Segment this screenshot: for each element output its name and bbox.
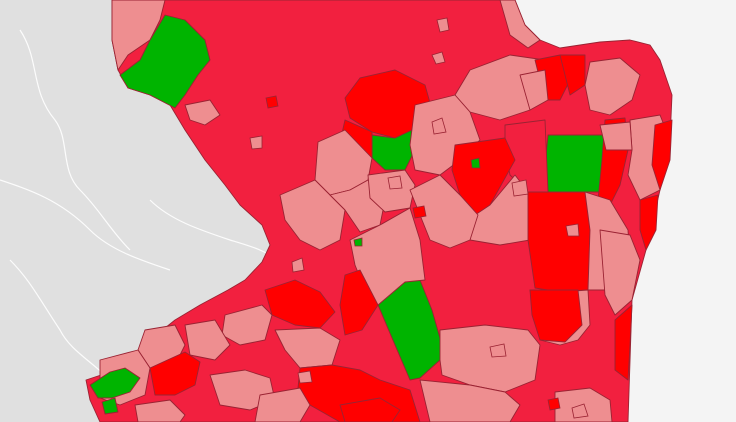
municipality-region-light-red[interactable] — [419, 379, 521, 422]
enclave-region-light-red[interactable] — [431, 117, 447, 135]
enclave-region-light-red[interactable] — [431, 51, 446, 65]
river-line — [0, 179, 171, 271]
enclave-region-light-red[interactable] — [571, 403, 589, 419]
enclave-region-light-red[interactable] — [297, 370, 313, 384]
enclave-region-light-red[interactable] — [249, 135, 263, 150]
enclave-region-light-red[interactable] — [565, 223, 580, 237]
enclave-region-light-red[interactable] — [291, 257, 305, 273]
river-line — [19, 29, 131, 251]
municipality-region-light-red[interactable] — [409, 174, 479, 249]
municipality-region-dark-red[interactable] — [559, 54, 586, 96]
municipality-region-green[interactable] — [101, 397, 119, 415]
municipality-region-green[interactable] — [119, 14, 211, 109]
municipality-regions — [85, 0, 673, 422]
municipality-region-green[interactable] — [544, 134, 609, 193]
municipality-region-dark-red[interactable] — [651, 119, 673, 191]
municipality-region-light-red[interactable] — [599, 121, 633, 151]
municipality-region-dark-red[interactable] — [339, 269, 379, 336]
municipality-region-dark-red[interactable] — [639, 194, 659, 251]
municipality-region-light-red[interactable] — [134, 399, 186, 422]
municipality-region-dark-red[interactable] — [339, 397, 401, 422]
region-enclaves — [249, 17, 589, 419]
municipality-region-light-red[interactable] — [599, 229, 641, 316]
municipality-region-dark-red[interactable] — [149, 351, 201, 396]
enclave-region-light-red[interactable] — [489, 343, 507, 358]
river-line — [149, 199, 281, 263]
enclave-region-green[interactable] — [470, 157, 481, 169]
municipality-region-light-red[interactable] — [519, 69, 549, 111]
municipality-region-dark-red[interactable] — [527, 191, 591, 293]
municipality-region-light-red[interactable] — [439, 324, 541, 393]
municipality-region-light-red[interactable] — [499, 0, 541, 49]
ocean-water — [515, 0, 736, 422]
municipality-region-dark-red[interactable] — [264, 279, 336, 329]
municipality-region-light-red[interactable] — [184, 99, 221, 126]
enclave-region-light-red[interactable] — [511, 179, 529, 197]
municipality-region-dark-red[interactable] — [614, 304, 633, 381]
enclave-region-light-red[interactable] — [387, 175, 403, 190]
enclave-region-dark-red[interactable] — [412, 205, 427, 219]
municipality-region-light-red[interactable] — [584, 57, 641, 116]
municipality-region-dark-red[interactable] — [529, 289, 583, 343]
municipality-region-light-red[interactable] — [279, 179, 346, 251]
municipality-region-light-red[interactable] — [111, 0, 166, 71]
enclave-region-dark-red[interactable] — [547, 397, 561, 411]
enclave-region-light-red[interactable] — [436, 17, 450, 33]
municipality-region-green[interactable] — [89, 367, 141, 399]
municipality-region-light-red[interactable] — [184, 319, 231, 361]
enclave-region-dark-red[interactable] — [265, 95, 279, 109]
municipality-region-green[interactable] — [371, 129, 416, 171]
municipality-region-light-red[interactable] — [254, 387, 311, 422]
enclave-region-green[interactable] — [353, 237, 363, 247]
river-line — [9, 259, 111, 381]
